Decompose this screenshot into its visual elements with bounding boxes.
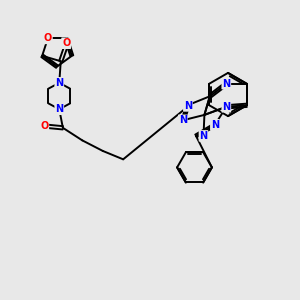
Text: N: N — [200, 131, 208, 141]
Text: O: O — [62, 38, 70, 48]
Text: N: N — [184, 101, 192, 111]
Text: N: N — [222, 102, 230, 112]
Text: O: O — [40, 121, 48, 131]
Text: N: N — [55, 104, 63, 114]
Text: N: N — [55, 78, 63, 88]
Text: N: N — [211, 120, 219, 130]
Text: N: N — [179, 115, 187, 125]
Text: O: O — [44, 33, 52, 43]
Text: N: N — [222, 79, 230, 89]
